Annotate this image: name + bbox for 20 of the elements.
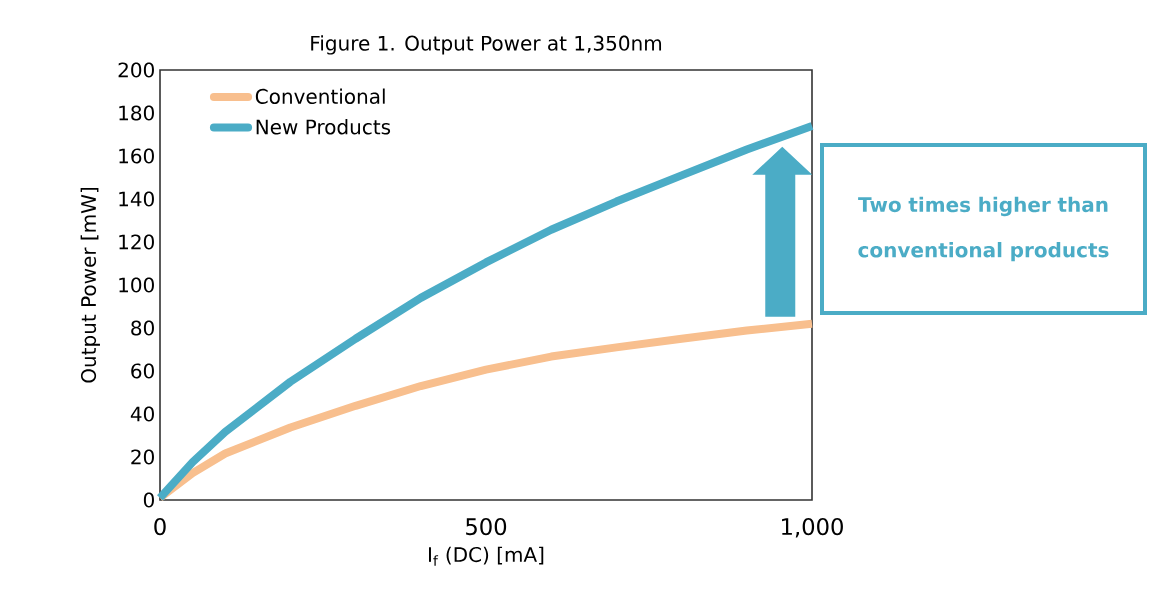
chart-title: Figure 1. Output Power at 1,350nm [311, 35, 662, 55]
y-tick-label: 40 [130, 406, 154, 422]
y-tick-label: 0 [143, 492, 154, 508]
y-tick-label: 60 [131, 363, 154, 379]
x-tick-label: 0 [154, 518, 166, 536]
y-tick-label: 20 [131, 449, 154, 465]
y-axis-title: Output Power [mW] [80, 187, 100, 383]
x-tick-label: 1,000 [782, 518, 843, 538]
y-tick-label: 100 [119, 277, 154, 293]
y-tick-label: 200 [118, 62, 154, 78]
y-tick-label: 140 [119, 191, 154, 207]
legend-label: New Products [256, 119, 391, 135]
text: Two times higher than conventional products [858, 196, 1109, 262]
y-tick-label: 120 [119, 234, 154, 250]
y-tick-label: 160 [119, 148, 154, 164]
x-tick-label: 500 [466, 518, 507, 536]
legend-label: Conventional [255, 88, 385, 104]
y-tick-label: 180 [119, 105, 154, 121]
x-axis-title: I$_{f}$ (DC) [mA] [429, 546, 544, 566]
y-tick-label: 80 [131, 320, 154, 336]
